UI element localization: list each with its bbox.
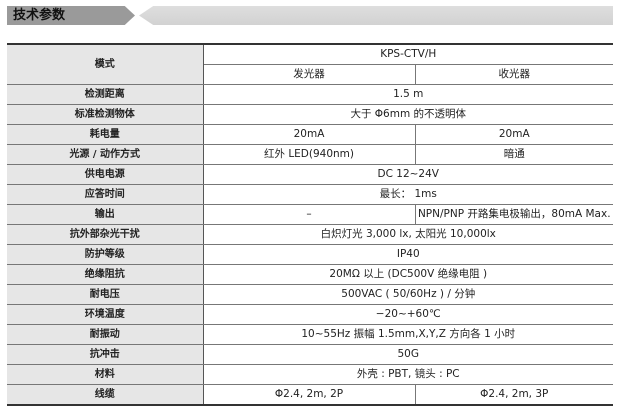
row-value: IP40 bbox=[203, 244, 613, 265]
table-row: 耗电量 20mA 20mA bbox=[7, 124, 613, 145]
row-label: 线缆 bbox=[7, 384, 204, 406]
row-label: 抗冲击 bbox=[7, 344, 204, 365]
emitter-value: Φ2.4, 2m, 2P bbox=[203, 384, 416, 406]
row-label: 光源 / 动作方式 bbox=[7, 144, 204, 165]
row-label: 检测距离 bbox=[7, 84, 204, 105]
emitter-value: – bbox=[203, 204, 416, 225]
table-row: 防护等级 IP40 bbox=[7, 244, 613, 265]
row-label: 环境温度 bbox=[7, 304, 204, 325]
row-value: DC 12~24V bbox=[203, 164, 613, 185]
row-value: 白炽灯光 3,000 lx, 太阳光 10,000lx bbox=[203, 224, 613, 245]
row-label: 耐电压 bbox=[7, 284, 204, 305]
table-row: 供电电源 DC 12~24V bbox=[7, 164, 613, 185]
model-name: KPS-CTV/H bbox=[203, 44, 613, 65]
receiver-value: 20mA bbox=[415, 124, 613, 145]
row-label: 防护等级 bbox=[7, 244, 204, 265]
row-label: 标准检测物体 bbox=[7, 104, 204, 125]
title-bar-stripe bbox=[139, 6, 613, 25]
table-row: 耐电压 500VAC ( 50/60Hz ) / 分钟 bbox=[7, 284, 613, 305]
table-row: 线缆 Φ2.4, 2m, 2P Φ2.4, 2m, 3P bbox=[7, 384, 613, 406]
title-tab bbox=[7, 6, 135, 25]
row-label: 抗外部杂光干扰 bbox=[7, 224, 204, 245]
table-row: 抗冲击 50G bbox=[7, 344, 613, 365]
table-row: 标准检测物体 大于 Φ6mm 的不透明体 bbox=[7, 104, 613, 125]
table-row: 发光器 收光器 bbox=[7, 64, 613, 85]
row-value: 20MΩ 以上 (DC500V 绝缘电阻 ) bbox=[203, 264, 613, 285]
row-label: 模式 bbox=[7, 44, 204, 85]
row-value: 大于 Φ6mm 的不透明体 bbox=[203, 104, 613, 125]
table-row: 绝缘阻抗 20MΩ 以上 (DC500V 绝缘电阻 ) bbox=[7, 264, 613, 285]
row-value: 10~55Hz 振幅 1.5mm,X,Y,Z 方向各 1 小时 bbox=[203, 324, 613, 345]
row-label: 材料 bbox=[7, 364, 204, 385]
section-title-bar: 技术参数 bbox=[7, 6, 613, 25]
row-value: 外壳 : PBT, 镜头 : PC bbox=[203, 364, 613, 385]
table-row: 材料 外壳 : PBT, 镜头 : PC bbox=[7, 364, 613, 385]
row-value: −20~+60℃ bbox=[203, 304, 613, 325]
receiver-value: 暗通 bbox=[415, 144, 613, 165]
receiver-header: 收光器 bbox=[415, 64, 613, 85]
row-value: 1.5 m bbox=[203, 84, 613, 105]
table-row: 检测距离 1.5 m bbox=[7, 84, 613, 105]
table-row: 抗外部杂光干扰 白炽灯光 3,000 lx, 太阳光 10,000lx bbox=[7, 224, 613, 245]
row-label: 耗电量 bbox=[7, 124, 204, 145]
table-row: 光源 / 动作方式 红外 LED(940nm) 暗通 bbox=[7, 144, 613, 165]
row-label: 应答时间 bbox=[7, 184, 204, 205]
spec-table: 模式 KPS-CTV/H 发光器 收光器 检测距离 1.5 m 标准检测物体 大于 Φ… bbox=[7, 43, 613, 406]
emitter-header: 发光器 bbox=[203, 64, 416, 85]
table-row: 模式 KPS-CTV/H bbox=[7, 44, 613, 85]
table-row: 环境温度 −20~+60℃ bbox=[7, 304, 613, 325]
row-label: 绝缘阻抗 bbox=[7, 264, 204, 285]
row-label: 耐振动 bbox=[7, 324, 204, 345]
table-row: 应答时间 最长： 1ms bbox=[7, 184, 613, 205]
row-label: 输出 bbox=[7, 204, 204, 225]
row-value: 500VAC ( 50/60Hz ) / 分钟 bbox=[203, 284, 613, 305]
row-value: 最长： 1ms bbox=[203, 184, 613, 205]
row-value: 50G bbox=[203, 344, 613, 365]
receiver-value: NPN/PNP 开路集电极输出，80mA Max. bbox=[415, 204, 613, 225]
receiver-value: Φ2.4, 2m, 3P bbox=[415, 384, 613, 406]
row-label: 供电电源 bbox=[7, 164, 204, 185]
table-row: 耐振动 10~55Hz 振幅 1.5mm,X,Y,Z 方向各 1 小时 bbox=[7, 324, 613, 345]
table-row: 输出 – NPN/PNP 开路集电极输出，80mA Max. bbox=[7, 204, 613, 225]
emitter-value: 红外 LED(940nm) bbox=[203, 144, 416, 165]
section-title: 技术参数 bbox=[13, 8, 66, 23]
emitter-value: 20mA bbox=[203, 124, 416, 145]
